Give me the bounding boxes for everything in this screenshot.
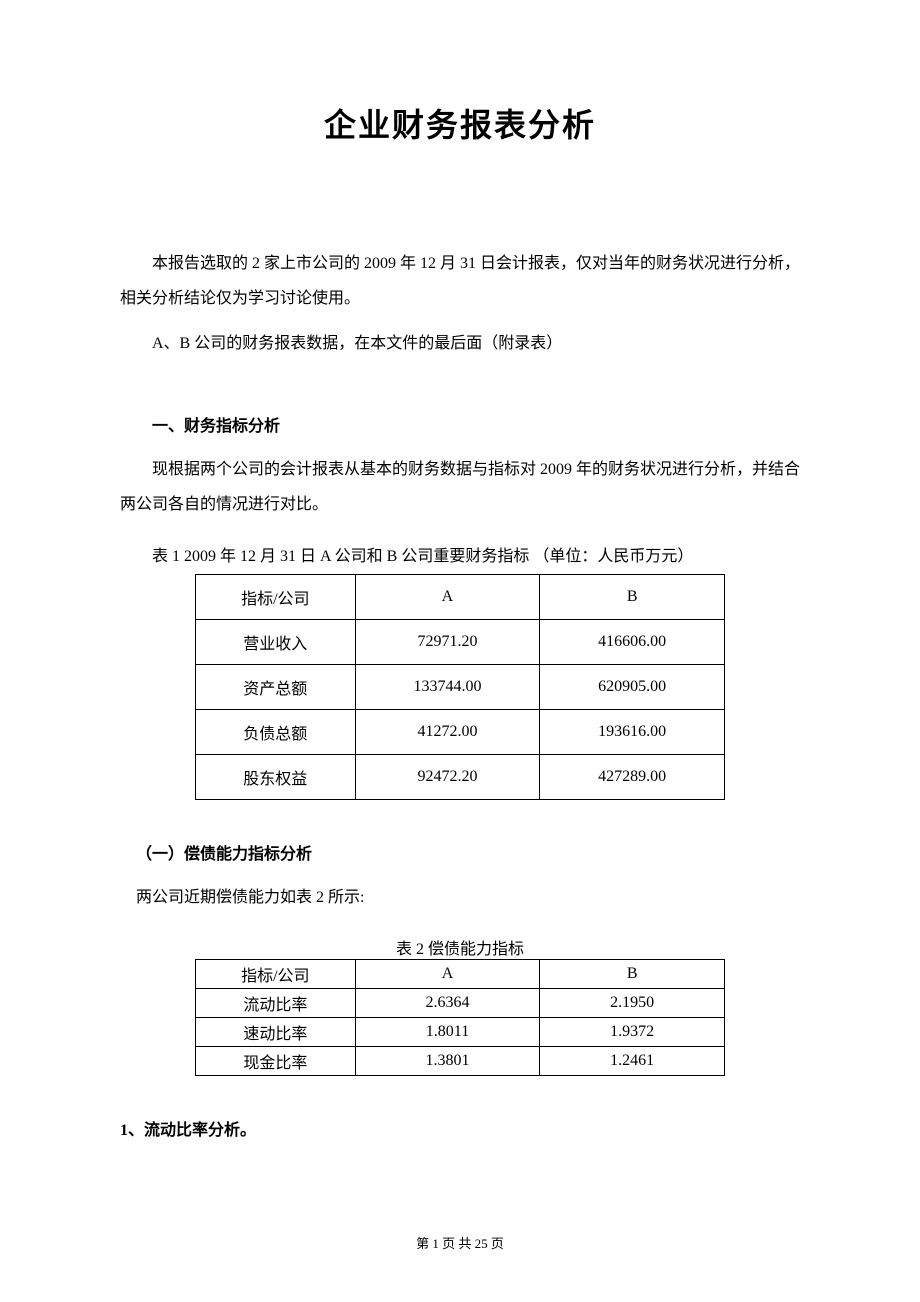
subsection-1-paragraph: 两公司近期偿债能力如表 2 所示: bbox=[120, 880, 800, 915]
intro-paragraph-1: 本报告选取的 2 家上市公司的 2009 年 12 月 31 日会计报表，仅对当… bbox=[120, 246, 800, 316]
table-row: 指标/公司 A B bbox=[196, 960, 725, 989]
table-cell: 2.1950 bbox=[540, 989, 725, 1018]
table-cell: 负债总额 bbox=[196, 709, 356, 754]
table-cell: 620905.00 bbox=[540, 664, 725, 709]
intro-paragraph-2: A、B 公司的财务报表数据，在本文件的最后面（附录表） bbox=[120, 326, 800, 361]
table-cell: 1.3801 bbox=[355, 1047, 540, 1076]
table-cell: 92472.20 bbox=[355, 754, 540, 799]
table-header-cell: B bbox=[540, 960, 725, 989]
table-cell: 1.2461 bbox=[540, 1047, 725, 1076]
table-header-cell: 指标/公司 bbox=[196, 960, 356, 989]
table-2-caption: 表 2 偿债能力指标 bbox=[120, 935, 800, 959]
table-cell: 现金比率 bbox=[196, 1047, 356, 1076]
table-cell: 流动比率 bbox=[196, 989, 356, 1018]
table-row: 速动比率 1.8011 1.9372 bbox=[196, 1018, 725, 1047]
table-2-solvency-indicators: 指标/公司 A B 流动比率 2.6364 2.1950 速动比率 1.8011… bbox=[195, 959, 725, 1076]
table-header-cell: B bbox=[540, 574, 725, 619]
table-cell: 41272.00 bbox=[355, 709, 540, 754]
table-header-cell: A bbox=[355, 960, 540, 989]
table-row: 资产总额 133744.00 620905.00 bbox=[196, 664, 725, 709]
table-row: 指标/公司 A B bbox=[196, 574, 725, 619]
table-cell: 营业收入 bbox=[196, 619, 356, 664]
numbered-heading-1: 1、流动比率分析。 bbox=[120, 1116, 800, 1140]
subsection-1-heading: （一）偿债能力指标分析 bbox=[120, 840, 800, 864]
table-cell: 1.9372 bbox=[540, 1018, 725, 1047]
table-1-caption: 表 1 2009 年 12 月 31 日 A 公司和 B 公司重要财务指标 （单… bbox=[120, 542, 800, 566]
table-1-financial-indicators: 指标/公司 A B 营业收入 72971.20 416606.00 资产总额 1… bbox=[195, 574, 725, 800]
table-cell: 133744.00 bbox=[355, 664, 540, 709]
table-cell: 427289.00 bbox=[540, 754, 725, 799]
table-row: 负债总额 41272.00 193616.00 bbox=[196, 709, 725, 754]
section-1-heading: 一、财务指标分析 bbox=[120, 412, 800, 436]
table-row: 现金比率 1.3801 1.2461 bbox=[196, 1047, 725, 1076]
page-footer: 第 1 页 共 25 页 bbox=[0, 1233, 920, 1252]
table-cell: 416606.00 bbox=[540, 619, 725, 664]
table-cell: 股东权益 bbox=[196, 754, 356, 799]
table-header-cell: A bbox=[355, 574, 540, 619]
table-cell: 2.6364 bbox=[355, 989, 540, 1018]
table-header-cell: 指标/公司 bbox=[196, 574, 356, 619]
table-cell: 资产总额 bbox=[196, 664, 356, 709]
table-cell: 速动比率 bbox=[196, 1018, 356, 1047]
table-row: 营业收入 72971.20 416606.00 bbox=[196, 619, 725, 664]
table-cell: 72971.20 bbox=[355, 619, 540, 664]
table-cell: 1.8011 bbox=[355, 1018, 540, 1047]
section-1-paragraph: 现根据两个公司的会计报表从基本的财务数据与指标对 2009 年的财务状况进行分析… bbox=[120, 452, 800, 522]
page-title: 企业财务报表分析 bbox=[120, 100, 800, 146]
table-row: 股东权益 92472.20 427289.00 bbox=[196, 754, 725, 799]
table-cell: 193616.00 bbox=[540, 709, 725, 754]
table-row: 流动比率 2.6364 2.1950 bbox=[196, 989, 725, 1018]
